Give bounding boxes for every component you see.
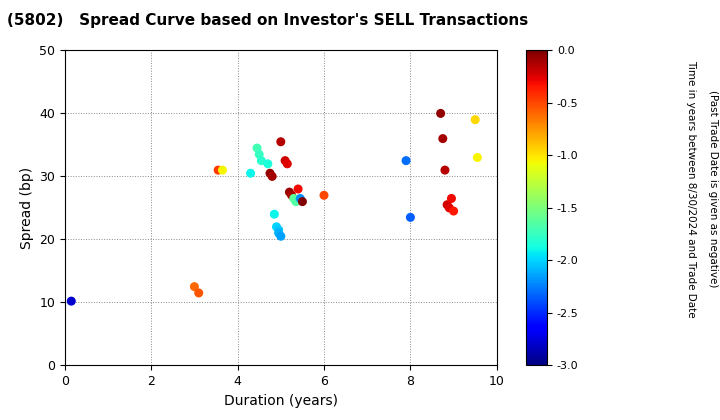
Point: [273, 227, 284, 234]
Point: [256, 157, 267, 164]
Point: [469, 116, 481, 123]
Point: [286, 192, 297, 199]
Point: [193, 290, 204, 297]
Point: [262, 160, 274, 167]
Point: [217, 167, 228, 173]
Point: [212, 167, 224, 173]
Point: [264, 170, 276, 176]
Point: [245, 170, 256, 176]
Point: [282, 160, 293, 167]
Point: [290, 198, 302, 205]
Y-axis label: Spread (bp): Spread (bp): [19, 167, 34, 249]
Point: [444, 205, 455, 211]
Point: [292, 186, 304, 192]
Text: (5802)   Spread Curve based on Investor's SELL Transactions: (5802) Spread Curve based on Investor's …: [7, 13, 528, 28]
Point: [435, 110, 446, 117]
Text: (Past Trade Date is given as negative): (Past Trade Date is given as negative): [708, 90, 718, 288]
Point: [297, 198, 308, 205]
Point: [269, 211, 280, 218]
Point: [284, 189, 295, 196]
Point: [275, 138, 287, 145]
Point: [441, 201, 453, 208]
Point: [439, 167, 451, 173]
Point: [437, 135, 449, 142]
Text: Time in years between 8/30/2024 and Trade Date: Time in years between 8/30/2024 and Trad…: [686, 60, 696, 318]
Point: [472, 154, 483, 161]
Point: [405, 214, 416, 221]
Point: [288, 195, 300, 202]
Point: [275, 233, 287, 239]
Point: [251, 144, 263, 151]
Point: [271, 223, 282, 230]
Point: [66, 298, 77, 304]
Point: [189, 283, 200, 290]
Point: [279, 157, 291, 164]
X-axis label: Duration (years): Duration (years): [224, 394, 338, 408]
Point: [273, 230, 284, 236]
Point: [294, 195, 306, 202]
Point: [400, 157, 412, 164]
Point: [253, 151, 265, 158]
Point: [318, 192, 330, 199]
Point: [446, 195, 457, 202]
Point: [448, 208, 459, 214]
Point: [266, 173, 278, 180]
